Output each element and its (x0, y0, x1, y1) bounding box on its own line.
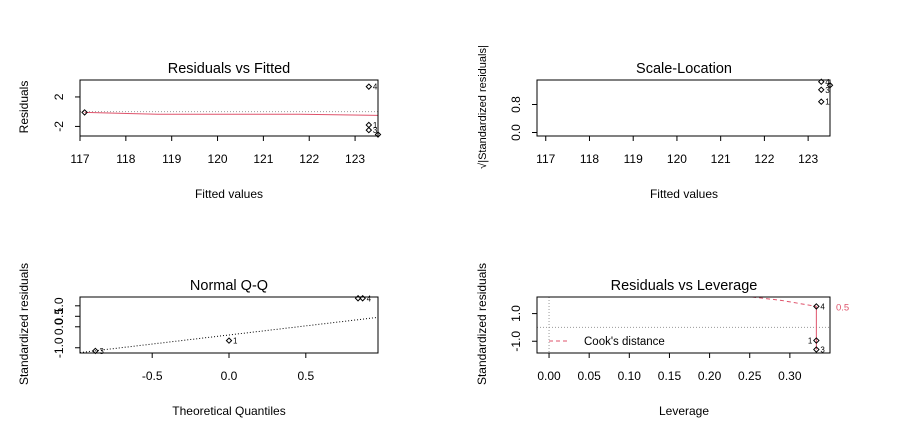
y-axis-label: Residuals (17, 81, 31, 134)
point-label: 4 (825, 78, 830, 87)
x-tick-label: 123 (345, 152, 365, 166)
x-tick-label: 117 (536, 152, 555, 166)
chart-title: Residuals vs Leverage (611, 278, 758, 294)
plot-frame (536, 79, 831, 137)
data-point (81, 109, 88, 116)
x-tick-label: 117 (70, 152, 89, 166)
x-tick-label: 122 (754, 152, 774, 166)
plot-frame (536, 296, 831, 354)
point-label: 1 (808, 337, 813, 346)
smoother-line (84, 111, 378, 116)
data-point (813, 303, 820, 310)
legend-label: Cook's distance (584, 336, 665, 348)
x-tick-label: 0.10 (618, 369, 642, 383)
x-tick-label: -0.5 (142, 369, 163, 383)
plot-area (80, 111, 378, 116)
data-point (374, 131, 382, 138)
y-tick-label: -1.0 (52, 337, 66, 358)
point-label: 3 (825, 86, 830, 95)
panel-residuals-vs-fitted: Residuals vs Fitted Fitted values Residu… (17, 61, 382, 201)
x-tick-label: 122 (299, 152, 319, 166)
x-tick-label: 119 (624, 152, 643, 166)
x-axis-label: Fitted values (195, 187, 263, 201)
x-tick-label: 121 (711, 152, 731, 166)
y-tick-label: 2 (52, 93, 66, 100)
x-tick-label: 0.5 (297, 369, 314, 383)
data-point (813, 337, 820, 344)
panel-normal-qq: Normal Q-Q Theoretical Quantiles Standar… (17, 263, 379, 418)
data-point (817, 78, 825, 86)
data-point (813, 346, 820, 353)
panel-scale-location: Scale-Location Fitted values √|Standardi… (477, 45, 834, 201)
x-tick-label: 120 (667, 152, 687, 166)
point-label: 1 (233, 337, 238, 346)
cooks-distance-contour (752, 297, 817, 307)
y-tick-label: 0.8 (509, 96, 523, 113)
x-tick-label: 118 (580, 152, 599, 166)
x-axis-label: Leverage (659, 404, 709, 418)
chart-title: Scale-Location (636, 61, 732, 77)
data-point (365, 121, 373, 129)
plot-area (537, 297, 830, 353)
point-label: 3 (99, 347, 104, 356)
data-point (225, 337, 233, 344)
data-point (92, 347, 99, 355)
data-point (365, 83, 373, 90)
point-label: 4 (367, 294, 372, 303)
y-axis-label: Standardized residuals (475, 263, 489, 385)
x-tick-label: 123 (798, 152, 818, 166)
y-tick-label: 1.0 (52, 297, 66, 314)
y-tick-label: 1.0 (509, 305, 523, 322)
point-label: 1 (373, 121, 378, 130)
x-tick-label: 120 (208, 152, 228, 166)
chart-title: Residuals vs Fitted (168, 61, 291, 77)
y-tick-label: 0.0 (509, 124, 523, 141)
point-label: 3 (373, 126, 378, 135)
chart-title: Normal Q-Q (190, 278, 268, 294)
point-label: 3 (820, 346, 825, 355)
y-tick-label: -2 (52, 121, 66, 132)
x-tick-label: 0.15 (658, 369, 682, 383)
data-point (817, 98, 825, 106)
x-tick-label: 0.30 (778, 369, 802, 383)
data-point (365, 126, 373, 134)
x-tick-label: 118 (116, 152, 135, 166)
point-label: 4 (820, 302, 825, 311)
y-axis-label: √|Standardized residuals| (477, 45, 489, 169)
data-point (817, 86, 825, 94)
x-tick-label: 121 (253, 152, 273, 166)
qq-reference-line (80, 316, 378, 353)
plot-frame (79, 296, 379, 354)
point-label: 1 (825, 98, 830, 107)
x-tick-label: 119 (162, 152, 181, 166)
x-axis-label: Theoretical Quantiles (172, 404, 285, 418)
panel-residuals-vs-leverage: Residuals vs Leverage Leverage Standardi… (475, 263, 849, 418)
plot-area (80, 316, 378, 353)
y-tick-label: -1.0 (509, 331, 523, 352)
x-axis-label: Fitted values (650, 187, 718, 201)
contour-label: 0.5 (836, 302, 849, 313)
y-axis-label: Standardized residuals (17, 263, 31, 385)
x-tick-label: 0.20 (698, 369, 722, 383)
point-label: 4 (373, 83, 378, 92)
plot-frame (79, 79, 379, 137)
x-tick-label: 0.00 (537, 369, 561, 383)
x-tick-label: 0.05 (577, 369, 601, 383)
x-tick-label: 0.0 (221, 369, 238, 383)
y-tick-label: 0.0 (52, 318, 66, 335)
x-tick-label: 0.25 (738, 369, 762, 383)
y-tick-label: 0.5 (52, 308, 66, 325)
